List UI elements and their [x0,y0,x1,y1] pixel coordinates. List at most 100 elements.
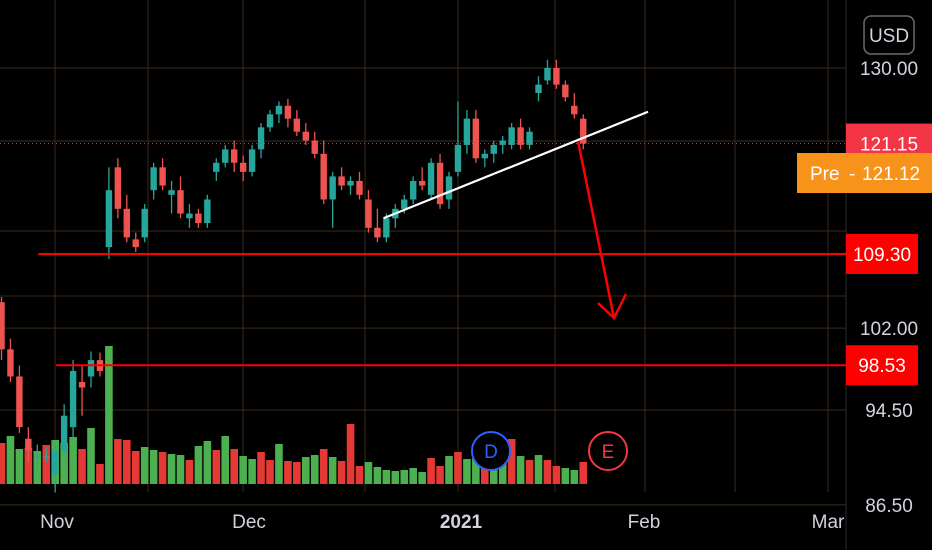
volume-bar [105,346,113,484]
candle-body [365,199,372,228]
volume-bar [78,449,86,484]
candle-body [535,84,542,94]
volume-bar [185,460,194,484]
volume-bar [427,458,435,484]
price-tick-label: 102.00 [860,319,918,340]
level-price-label: 98.53 [858,356,906,377]
volume-bar [436,466,444,484]
candle-body [239,162,247,172]
volume-bar [131,451,140,484]
volume-bar [284,461,292,484]
event-marker-e[interactable]: E [588,431,628,471]
volume-bar [445,456,453,484]
volume-bar [516,456,525,484]
time-tick-label: Dec [232,512,266,533]
volume-bar [552,466,561,484]
candle [562,80,569,102]
candle-body [248,149,256,172]
candle [284,98,292,128]
candle [114,158,122,219]
event-marker-label: D [484,442,498,463]
candle [472,110,480,163]
event-marker-d[interactable]: D [471,431,511,471]
time-tick-label: 2021 [440,512,483,533]
candle-body [463,118,471,145]
volume-bar [328,457,337,484]
candle-body [338,176,345,186]
candle [87,351,95,388]
premarket-separator: - [849,164,855,185]
candle [427,158,435,200]
candle-body [454,144,462,172]
candle-body [78,382,86,388]
candle [168,180,175,214]
volume-bar [534,455,543,484]
candle [481,149,488,168]
candle-body [553,68,560,85]
candle [275,101,283,124]
candle [383,213,390,243]
volume-bar [194,446,203,484]
candle-body [472,118,480,159]
candle [356,171,363,200]
candle-body [427,162,435,195]
candle [266,110,274,132]
candle-body [25,438,32,451]
volume-bar [355,466,364,484]
volume-bar [60,443,68,484]
candle-body [320,153,327,200]
volume-bar [302,457,310,484]
premarket-price: 121.12 [862,164,920,185]
candle [347,176,354,195]
candle-body [150,167,157,191]
volume-bar [6,436,15,484]
candle-body [383,218,390,238]
candle [159,158,166,191]
volume-bar [239,456,247,484]
volume-bar [570,470,579,484]
candle [141,204,148,243]
chart-drawings[interactable] [0,110,846,367]
currency-button[interactable]: USD [863,15,915,55]
premarket-label: Pre [810,164,840,185]
candle-body [293,118,301,132]
volume-bar [167,454,176,484]
volume-bar [69,437,77,484]
candle-body [222,149,229,163]
candle [239,155,247,181]
candle [302,123,309,145]
time-axis[interactable]: Nov Dec 2021 Feb Mar [40,512,845,533]
candle [490,140,497,163]
candle [204,194,211,228]
candle-body [526,131,533,145]
candle [544,59,551,85]
premarket-badge-bg [797,153,932,193]
volume-bar [346,424,355,484]
volume-bar [42,445,51,484]
volume-bar [481,459,489,484]
candle-body [401,199,408,209]
candle-body [580,118,587,144]
candle [213,158,220,181]
volume-bar [337,461,346,484]
candle [222,144,229,168]
candle-body [60,415,68,451]
candle-body [195,213,202,224]
candle-body [311,140,318,154]
volume-bar [158,452,167,484]
candle [454,101,462,177]
candle-body [204,199,211,224]
volume-bar [123,440,131,484]
volume-bar [257,452,265,484]
candle [177,176,184,219]
candle [293,110,301,137]
candle [499,136,506,154]
volume-bar [472,458,480,484]
candle-body [374,227,381,238]
volume-bar [579,462,588,484]
candle-body [266,114,274,128]
candle [105,167,113,259]
